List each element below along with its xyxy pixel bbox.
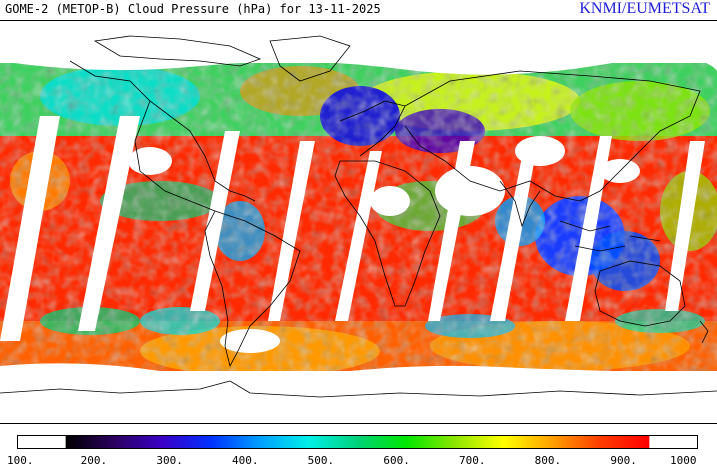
orbit-gaps: [0, 116, 705, 353]
colorbar-tick-label: 300.: [156, 454, 183, 467]
cloud-pressure-map: [0, 20, 717, 424]
coastlines: [0, 35, 717, 398]
arctic-no-data: [0, 21, 717, 63]
map-canvas: [0, 21, 717, 423]
colorbar-tick-label: 900.: [610, 454, 637, 467]
antarctic-no-data: [0, 379, 717, 423]
colorbar-tick-label: 400.: [232, 454, 259, 467]
colorbar-tick-label: 700.: [459, 454, 486, 467]
colorbar-fill: [65, 436, 650, 448]
colorbar-tick-label: 600.: [383, 454, 410, 467]
agency-credit: KNMI/EUMETSAT: [579, 0, 710, 17]
colorbar-tick-label: 800.: [534, 454, 562, 467]
pressure-colorbar: [17, 435, 698, 449]
colorbar-tick-label: 1000: [670, 454, 697, 467]
colorbar-tick-label: 500.: [307, 454, 335, 467]
colorbar-tick-label: 100.: [7, 454, 34, 467]
map-title: GOME-2 (METOP-B) Cloud Pressure (hPa) fo…: [5, 2, 381, 16]
colorbar-tick-label: 200.: [80, 454, 108, 467]
